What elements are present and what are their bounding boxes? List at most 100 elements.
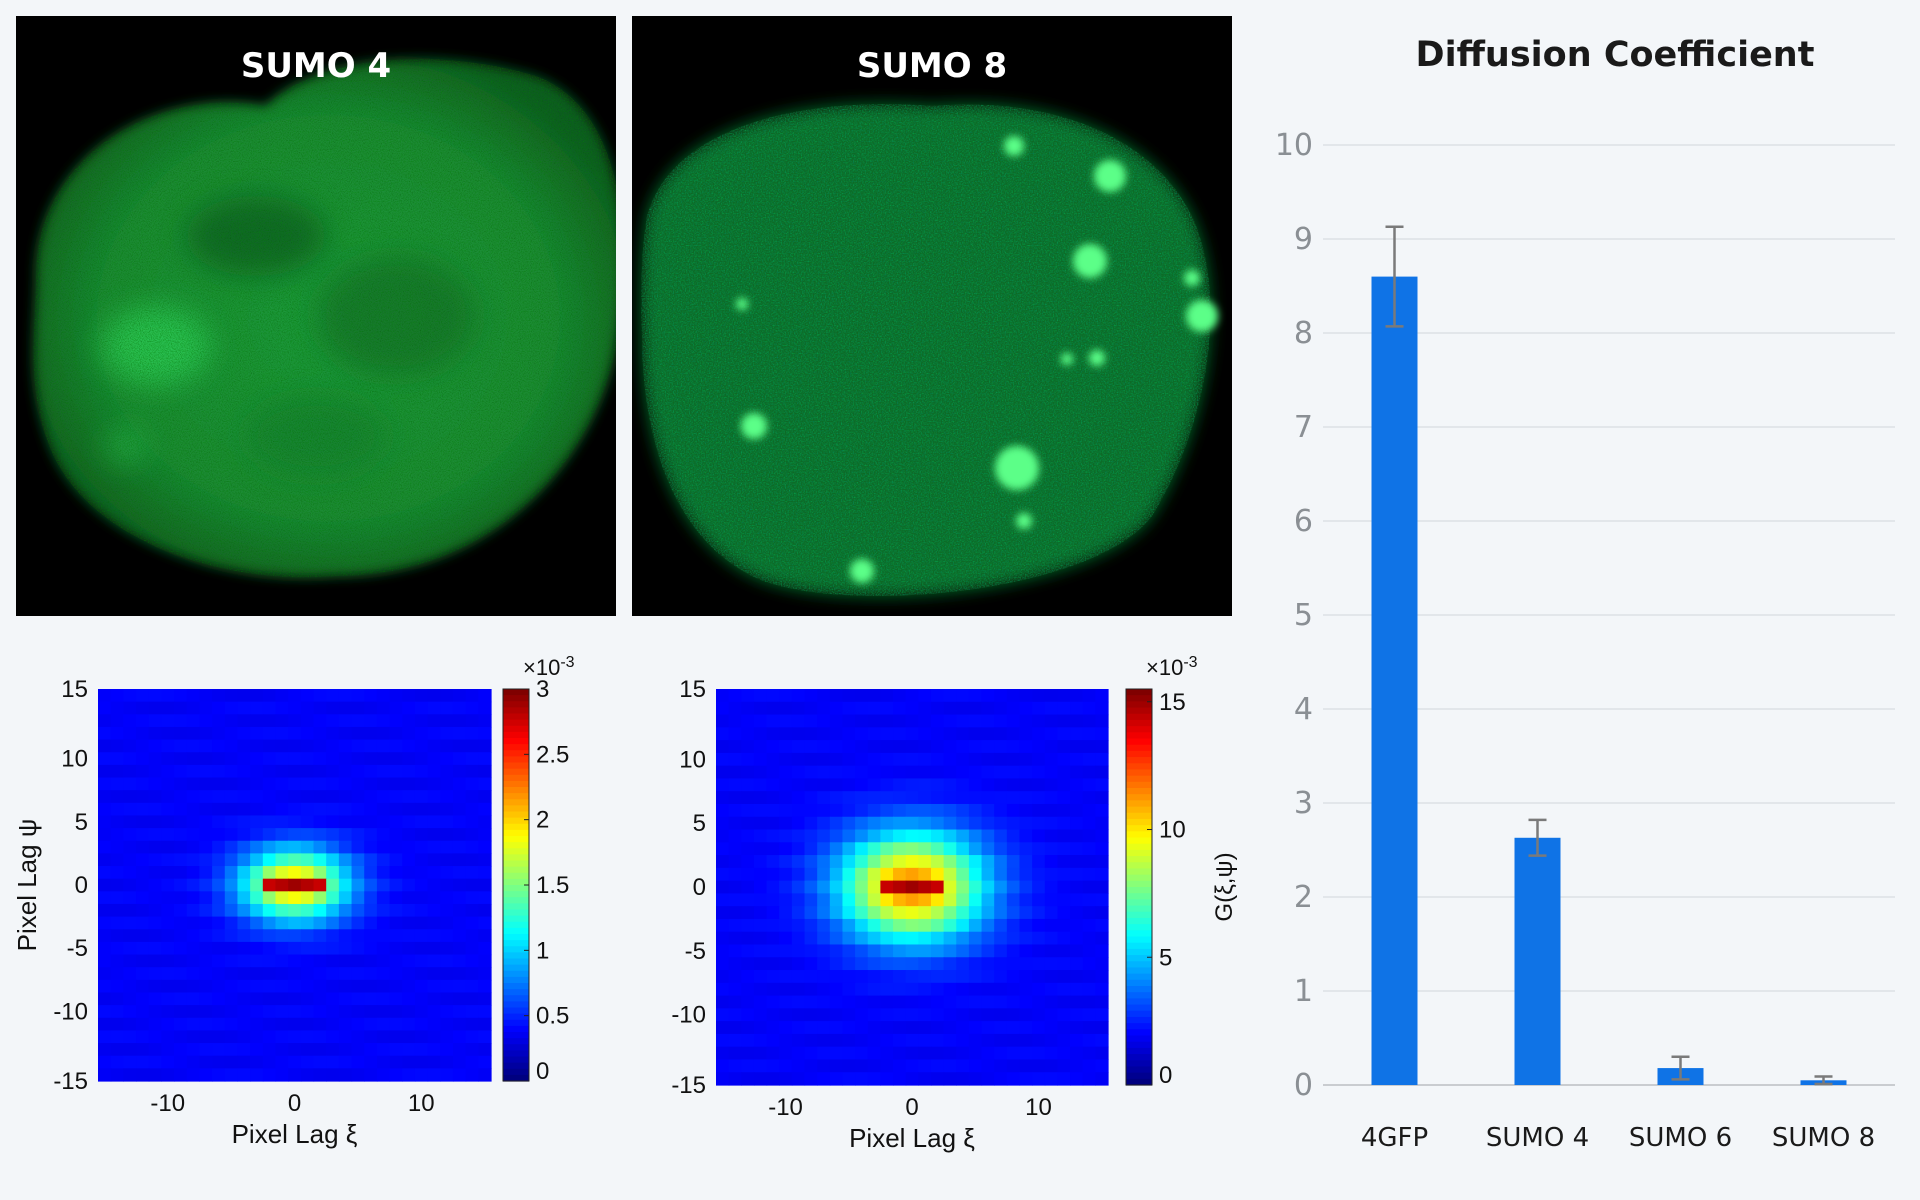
heatmap-cell	[427, 701, 441, 715]
heatmap-cell	[376, 714, 391, 728]
colorbar-segment	[503, 744, 529, 751]
heatmap-cell	[791, 778, 806, 792]
heatmap-cell	[804, 689, 818, 703]
heatmap-cell	[452, 929, 467, 943]
heatmap-cell	[956, 944, 970, 958]
heatmap-cell	[905, 791, 919, 805]
heatmap-cell	[174, 954, 188, 968]
colorbar-segment	[503, 946, 529, 953]
heatmap-cell	[427, 828, 441, 842]
heatmap-cell	[262, 979, 277, 994]
heatmap-cell	[364, 853, 378, 867]
heatmap-cell	[427, 1055, 441, 1069]
heatmap-cell	[766, 982, 780, 997]
heatmap-cell	[905, 855, 919, 869]
heatmap-cell	[237, 777, 251, 791]
heatmap-cell	[867, 778, 881, 792]
heatmap-cell	[288, 1017, 302, 1032]
heatmap-cell	[98, 1068, 112, 1082]
heatmap-cell	[804, 906, 818, 920]
heatmap-cell	[1032, 880, 1046, 894]
heatmap-cell	[728, 855, 742, 869]
heatmap-cell	[753, 906, 768, 920]
heatmap-cell	[905, 1072, 919, 1086]
heatmap-cell	[994, 842, 1008, 856]
heatmap-cell	[326, 866, 340, 880]
heatmap-cell	[199, 853, 213, 867]
heatmap-cell	[880, 880, 894, 894]
heatmap-cell	[867, 803, 881, 818]
heatmap-cell	[161, 853, 175, 867]
heatmap-cell	[465, 878, 479, 892]
heatmap-cell	[842, 778, 856, 792]
heatmap-cell	[1057, 752, 1071, 767]
colorbar-segment	[503, 915, 529, 923]
heatmap-cell	[313, 954, 327, 968]
colorbar-segment	[503, 725, 529, 733]
heatmap-cell	[161, 891, 175, 905]
heatmap-cell	[338, 701, 353, 715]
heatmap-cell	[930, 701, 945, 716]
heatmap-cell	[465, 790, 479, 804]
colorbar-segment	[503, 756, 529, 764]
heatmap-cell	[237, 828, 251, 842]
heatmap-cell	[804, 829, 818, 843]
heatmap-cell	[237, 739, 251, 753]
heatmap-cell	[224, 840, 239, 854]
heatmap-cell	[212, 992, 226, 1006]
heatmap-cell	[968, 740, 983, 754]
heatmap-cell	[842, 1046, 856, 1061]
heatmap-cell	[326, 815, 340, 829]
colorbar-label: G(ξ,ψ)	[1211, 852, 1238, 921]
heatmap-cell	[338, 828, 353, 842]
heatmap-cell	[1070, 1072, 1084, 1086]
heatmap-cell	[186, 689, 201, 703]
heatmap-cell	[300, 979, 315, 994]
heatmap-cell	[1082, 970, 1096, 984]
heatmap-cell	[741, 689, 755, 703]
heatmap-cell	[478, 967, 492, 981]
heatmap-cell	[716, 1059, 730, 1073]
heatmap-cell	[779, 714, 793, 728]
heatmap-cell	[199, 701, 213, 715]
heatmap-cell	[893, 944, 907, 958]
heatmap-cell	[440, 790, 454, 804]
heatmap-cell	[1082, 957, 1096, 971]
heatmap-cell	[1019, 816, 1033, 831]
heatmap-cell	[262, 840, 277, 854]
heatmap-cell	[741, 867, 755, 882]
heatmap-cell	[224, 815, 239, 829]
heatmap-cell	[389, 1043, 403, 1057]
heatmap-cell	[766, 944, 780, 958]
heatmap-cell	[288, 853, 302, 867]
heatmap-cell	[893, 829, 907, 843]
heatmap-cell	[1006, 689, 1021, 703]
heatmap-cell	[224, 967, 239, 981]
heatmap-cell	[275, 866, 289, 880]
heatmap-cell	[224, 891, 239, 905]
y-tick-label: 4	[1294, 692, 1313, 727]
heatmap-cell	[364, 891, 378, 905]
heatmap-cell	[1032, 1021, 1046, 1035]
heatmap-cell	[98, 853, 112, 867]
heatmap-cell	[905, 829, 919, 843]
heatmap-cell	[716, 995, 730, 1009]
heatmap-cell	[867, 970, 881, 984]
heatmap-cell	[478, 979, 492, 994]
heatmap-cell	[465, 802, 479, 817]
heatmap-cell	[237, 941, 251, 956]
heatmap-cell	[275, 1030, 289, 1044]
heatmap-cell	[804, 1059, 818, 1073]
heatmap-cell	[880, 689, 894, 703]
heatmap-cell	[110, 941, 124, 956]
colorbar-segment	[503, 1062, 529, 1070]
heatmap-cell	[855, 791, 869, 805]
heatmap-cell	[981, 1072, 995, 1086]
heatmap-cell	[440, 941, 454, 956]
heatmap-cell	[224, 954, 239, 968]
heatmap-cell	[136, 1030, 150, 1044]
heatmap-cell	[880, 1021, 894, 1035]
heatmap-cell	[389, 1068, 403, 1082]
heatmap-cell	[402, 739, 416, 753]
heatmap-cell	[148, 739, 162, 753]
